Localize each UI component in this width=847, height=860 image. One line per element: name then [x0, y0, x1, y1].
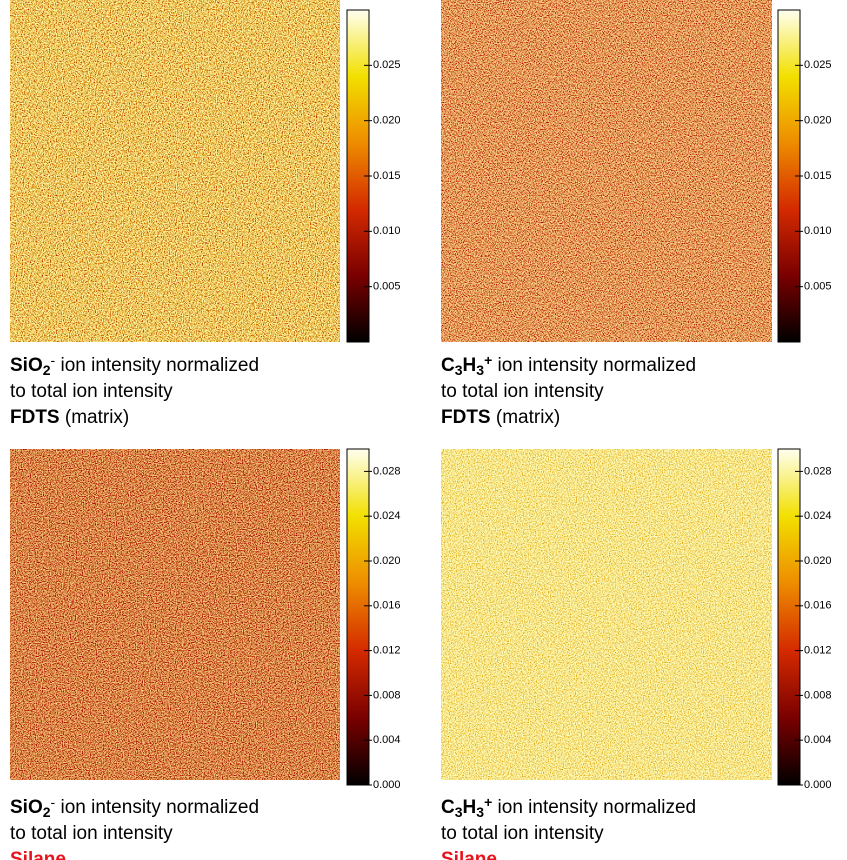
colorbar-tick-label: 0.015 — [373, 170, 401, 182]
intensity-map — [10, 449, 340, 780]
intensity-map — [10, 0, 340, 342]
caption-line: C3H3+ ion intensity normalized — [441, 352, 696, 377]
colorbar-tick-label: 0.025 — [804, 59, 832, 71]
caption-text: H — [463, 355, 477, 376]
caption-text: (matrix) — [60, 407, 130, 428]
colorbar-tick-label: 0.012 — [804, 645, 832, 657]
caption-text: 3 — [455, 804, 463, 820]
colorbar-tick-label: 0.016 — [373, 600, 401, 612]
caption-line: FDTS (matrix) — [441, 407, 560, 428]
caption-text: ion intensity normalized — [55, 797, 259, 818]
caption-text: FDTS — [10, 407, 60, 428]
caption-line: FDTS (matrix) — [10, 407, 129, 428]
colorbar-tick-label: 0.004 — [804, 734, 832, 746]
caption-text: H — [463, 797, 477, 818]
caption-line: SiO2- ion intensity normalized — [10, 794, 259, 819]
colorbar-tick-label: 0.010 — [804, 225, 832, 237]
colorbar-tick-label: 0.016 — [804, 600, 832, 612]
caption-text: to total ion intensity — [441, 823, 604, 844]
caption-text: to total ion intensity — [441, 381, 604, 402]
caption-text: SiO — [10, 355, 43, 376]
colorbar — [777, 448, 801, 786]
colorbar-tick-label: 0.005 — [373, 281, 401, 293]
caption-text: + — [484, 352, 492, 368]
caption-text: FDTS — [441, 407, 491, 428]
colorbar-tick-label: 0.012 — [373, 645, 401, 657]
caption-text: - — [51, 352, 56, 368]
colorbar — [346, 448, 370, 786]
caption-text: 2 — [43, 362, 51, 378]
colorbar-tick-label: 0.020 — [373, 555, 401, 567]
caption-text: to total ion intensity — [10, 823, 173, 844]
colorbar-tick-label: 0.020 — [804, 115, 832, 127]
caption-text: Silane — [441, 849, 497, 860]
colorbar-tick-label: 0.004 — [373, 734, 401, 746]
caption-text: 2 — [43, 804, 51, 820]
colorbar-tick-label: 0.020 — [804, 555, 832, 567]
caption-text: (matrix) — [491, 407, 561, 428]
caption-text: to total ion intensity — [10, 381, 173, 402]
caption-text: ion intensity normalized — [492, 355, 696, 376]
caption-text: + — [484, 794, 492, 810]
colorbar-tick-label: 0.005 — [804, 281, 832, 293]
intensity-map — [441, 449, 772, 780]
caption-line: Silane — [10, 849, 66, 860]
colorbar-tick-label: 0.025 — [373, 59, 401, 71]
caption-text: C — [441, 797, 455, 818]
caption-line: to total ion intensity — [441, 823, 604, 844]
colorbar-tick-label: 0.000 — [373, 779, 401, 791]
caption-line: SiO2- ion intensity normalized — [10, 352, 259, 377]
caption-text: - — [51, 794, 56, 810]
caption-line: C3H3+ ion intensity normalized — [441, 794, 696, 819]
panel: 0.000 0.004 0.008 0.012 0.016 0.020 0.024 0.028… — [10, 448, 401, 860]
caption-text: 3 — [476, 362, 484, 378]
caption-line: to total ion intensity — [10, 381, 173, 402]
panel: 0.000 0.004 0.008 0.012 0.016 0.020 0.024 0.028… — [441, 448, 832, 860]
caption-text: SiO — [10, 797, 43, 818]
caption-text: 3 — [455, 362, 463, 378]
colorbar-tick-label: 0.028 — [804, 465, 832, 477]
panel: 0.005 0.010 0.015 0.020 0.025 SiO2- ion inten… — [10, 0, 401, 428]
caption-text: ion intensity normalized — [55, 355, 259, 376]
caption-line: to total ion intensity — [441, 381, 604, 402]
caption-text: 3 — [476, 804, 484, 820]
caption-text: C — [441, 355, 455, 376]
intensity-map — [441, 0, 772, 342]
colorbar-tick-label: 0.008 — [804, 689, 832, 701]
caption-line: to total ion intensity — [10, 823, 173, 844]
colorbar-tick-label: 0.010 — [373, 225, 401, 237]
colorbar-tick-label: 0.024 — [804, 510, 832, 522]
colorbar-tick-label: 0.015 — [804, 170, 832, 182]
caption-line: Silane — [441, 849, 497, 860]
colorbar-tick-label: 0.000 — [804, 779, 832, 791]
caption-text: ion intensity normalized — [492, 797, 696, 818]
colorbar-tick-label: 0.028 — [373, 465, 401, 477]
caption-text: Silane — [10, 849, 66, 860]
colorbar-tick-label: 0.024 — [373, 510, 401, 522]
colorbar-tick-label: 0.020 — [373, 115, 401, 127]
colorbar-tick-label: 0.008 — [373, 689, 401, 701]
